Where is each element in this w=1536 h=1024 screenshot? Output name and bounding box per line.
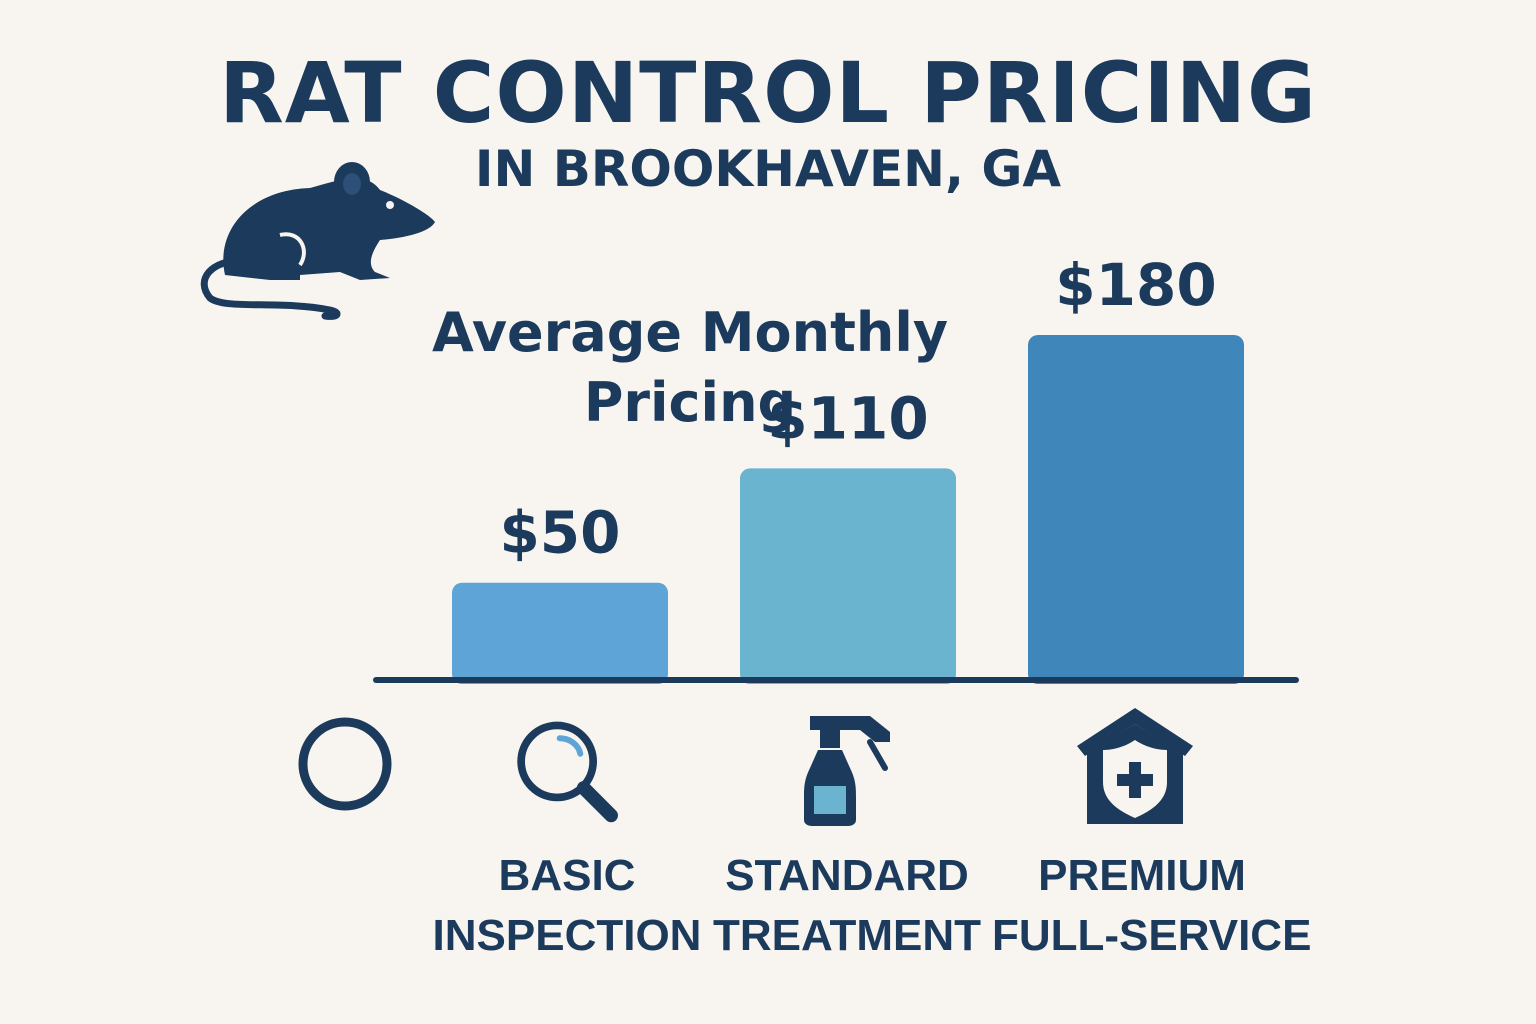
chart-heading-line2: Pricing <box>583 371 797 434</box>
page-title: RAT CONTROL PRICING <box>219 44 1317 142</box>
house-shield-icon <box>1077 708 1193 824</box>
category-label-premium: PREMIUM FULL-SERVICE <box>992 846 1312 966</box>
chart-heading: Average Monthly Pricing <box>390 298 990 438</box>
page-subtitle: IN BROOKHAVEN, GA <box>474 140 1062 198</box>
bar-value-label-3: $180 <box>1055 251 1216 319</box>
bar-value-label-1: $50 <box>499 499 620 567</box>
category-label-standard-line1: STANDARD <box>725 851 969 900</box>
category-label-standard-line2: TREATMENT <box>712 911 982 960</box>
rat-icon <box>200 162 435 320</box>
bar-3 <box>1028 335 1244 684</box>
category-label-basic: BASIC INSPECTION <box>417 846 717 966</box>
bar-value-label-2: $110 <box>767 384 928 452</box>
category-label-premium-line2: FULL-SERVICE <box>992 911 1312 960</box>
category-label-basic-line1: BASIC <box>498 851 636 900</box>
magnifier-icon <box>517 721 618 823</box>
chart-heading-line1: Average Monthly <box>431 301 949 364</box>
circle-icon <box>298 717 392 811</box>
category-label-basic-line2: INSPECTION <box>432 911 702 960</box>
bar-1 <box>452 582 668 684</box>
category-label-standard: STANDARD TREATMENT <box>697 846 997 966</box>
category-label-premium-line1: PREMIUM <box>1038 851 1246 900</box>
bar-2 <box>740 468 956 684</box>
spray-bottle-icon <box>804 716 890 826</box>
